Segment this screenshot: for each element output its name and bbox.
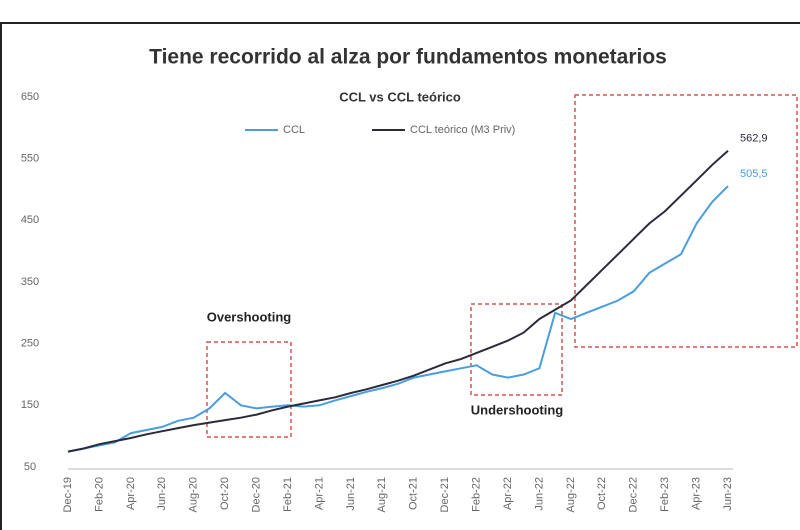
series-line <box>67 185 729 453</box>
x-tick-label: Jun-21 <box>345 477 357 511</box>
y-tick-label: 50 <box>24 461 36 473</box>
legend-label: CCL <box>283 124 305 136</box>
highlight-box <box>470 303 563 396</box>
x-tick-label: Dec-19 <box>62 477 74 512</box>
x-tick-label: Jun-20 <box>156 477 168 511</box>
x-tick-label: Apr-20 <box>125 477 137 510</box>
annotation: Undershooting <box>471 402 563 417</box>
frame <box>0 22 800 530</box>
y-tick-label: 550 <box>21 153 39 165</box>
y-tick-label: 450 <box>21 214 39 226</box>
x-tick-label: Aug-20 <box>188 477 200 512</box>
x-tick-label: Apr-23 <box>690 477 702 510</box>
x-tick-label: Feb-22 <box>470 477 482 512</box>
x-tick-label: Jun-22 <box>533 477 545 511</box>
legend-label: CCL teórico (M3 Priv) <box>410 124 515 136</box>
highlight-box <box>206 341 292 438</box>
x-tick-label: Oct-22 <box>596 477 608 510</box>
annotation: Overshooting <box>207 309 292 324</box>
highlight-box <box>574 94 798 348</box>
x-tick-label: Oct-20 <box>219 477 231 510</box>
x-tick-label: Dec-20 <box>250 477 262 512</box>
y-tick-label: 650 <box>21 91 39 103</box>
x-tick-label: Jun-23 <box>722 477 734 511</box>
x-tick-label: Dec-21 <box>439 477 451 512</box>
x-tick-label: Feb-20 <box>93 477 105 512</box>
y-tick-label: 350 <box>21 276 39 288</box>
x-tick-label: Aug-21 <box>376 477 388 512</box>
x-tick-label: Feb-23 <box>659 477 671 512</box>
x-tick-label: Aug-22 <box>565 477 577 512</box>
x-tick-label: Apr-21 <box>313 477 325 510</box>
x-tick-label: Apr-22 <box>502 477 514 510</box>
chart-title: Tiene recorrido al alza por fundamentos … <box>149 46 667 69</box>
x-tick-label: Dec-22 <box>628 477 640 512</box>
series-line <box>67 149 729 453</box>
data-label: 505,5 <box>740 168 768 180</box>
y-tick-label: 150 <box>21 399 39 411</box>
chart-subtitle: CCL vs CCL teórico <box>339 89 461 104</box>
y-tick-label: 250 <box>21 338 39 350</box>
x-tick-label: Oct-21 <box>408 477 420 510</box>
data-label: 562,9 <box>740 133 768 145</box>
x-tick-label: Feb-21 <box>282 477 294 512</box>
